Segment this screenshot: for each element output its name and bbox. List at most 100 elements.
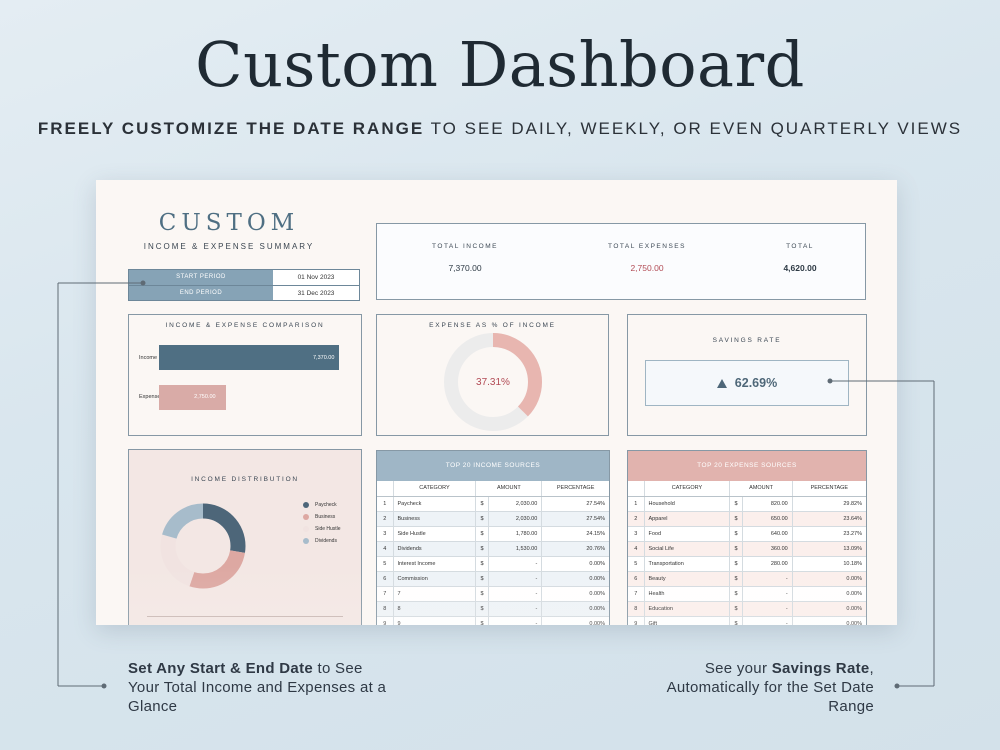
row-category: Beauty bbox=[643, 571, 730, 587]
start-period-label: START PERIOD bbox=[129, 270, 273, 285]
end-period-label: END PERIOD bbox=[129, 286, 273, 300]
start-period-row: START PERIOD 01 Nov 2023 bbox=[129, 270, 359, 285]
row-percentage: 0.00% bbox=[541, 586, 609, 602]
row-currency: $ bbox=[475, 556, 489, 572]
row-percentage: 27.54% bbox=[541, 496, 609, 512]
row-amount: - bbox=[487, 571, 542, 587]
expense-percent-chart: EXPENSE AS % OF INCOME 37.31% bbox=[376, 314, 609, 436]
row-percentage: 24.15% bbox=[541, 526, 609, 542]
expense-sources-table: TOP 20 EXPENSE SOURCES CATEGORY AMOUNT P… bbox=[627, 450, 867, 625]
row-category: Transportation bbox=[643, 556, 730, 572]
dashboard-title: CUSTOM bbox=[158, 210, 300, 236]
row-amount: - bbox=[741, 601, 793, 617]
row-category: Social Life bbox=[643, 541, 730, 557]
legend-label: Business bbox=[315, 514, 336, 520]
col-category: CATEGORY bbox=[392, 481, 476, 497]
legend-label: Dividends bbox=[315, 538, 337, 544]
callout-right-text: , Automatically for the Set Date Range bbox=[666, 660, 874, 715]
row-index: 1 bbox=[377, 496, 393, 512]
row-category: Health bbox=[643, 586, 730, 602]
col-index bbox=[628, 481, 644, 497]
expense-sources-title: TOP 20 EXPENSE SOURCES bbox=[628, 451, 866, 481]
row-percentage: 13.09% bbox=[791, 541, 866, 557]
row-currency: $ bbox=[729, 601, 743, 617]
right-connector-dot bbox=[894, 683, 900, 689]
table-row: 8 8 $ -0.00% bbox=[377, 601, 609, 617]
row-amount: 280.00 bbox=[741, 556, 793, 572]
col-percentage: PERCENTAGE bbox=[541, 481, 609, 497]
row-currency: $ bbox=[729, 571, 743, 587]
legend-item: Business bbox=[303, 514, 335, 520]
table-row: 4 Dividends $1,530.00 20.76% bbox=[377, 541, 609, 557]
total-net-value: 4,620.00 bbox=[783, 263, 817, 273]
col-index bbox=[377, 481, 393, 497]
col-percentage: PERCENTAGE bbox=[791, 481, 866, 497]
row-index: 3 bbox=[628, 526, 644, 542]
distribution-title: INCOME DISTRIBUTION bbox=[191, 476, 299, 483]
row-currency: $ bbox=[475, 541, 489, 557]
row-percentage: 10.18% bbox=[791, 556, 866, 572]
legend-label: Paycheck bbox=[315, 502, 337, 508]
row-amount: - bbox=[741, 586, 793, 602]
row-amount: 1,780.00 bbox=[487, 526, 542, 542]
table-row: 7 7 $ -0.00% bbox=[377, 586, 609, 602]
row-amount: 640.00 bbox=[741, 526, 793, 542]
total-income-label: TOTAL INCOME bbox=[432, 243, 498, 250]
expense-bar-value: 2,750.00 bbox=[194, 394, 216, 400]
row-currency: $ bbox=[729, 616, 743, 625]
table-row: 7 Health $ -0.00% bbox=[628, 586, 866, 602]
total-expenses-block: TOTAL EXPENSES 2,750.00 bbox=[567, 243, 727, 273]
row-currency: $ bbox=[475, 496, 489, 512]
donut-segment-business bbox=[160, 503, 246, 589]
row-percentage: 23.27% bbox=[791, 526, 866, 542]
row-index: 8 bbox=[628, 601, 644, 617]
row-currency: $ bbox=[729, 556, 743, 572]
row-percentage: 0.00% bbox=[541, 556, 609, 572]
row-category: Apparel bbox=[643, 511, 730, 527]
table-row: 9 Gift $ -0.00% bbox=[628, 616, 866, 625]
donut-segment-side-hustle bbox=[160, 503, 246, 589]
col-category: CATEGORY bbox=[643, 481, 730, 497]
row-percentage: 20.76% bbox=[541, 541, 609, 557]
row-index: 4 bbox=[377, 541, 393, 557]
start-period-input[interactable]: 01 Nov 2023 bbox=[273, 270, 359, 285]
row-index: 5 bbox=[377, 556, 393, 572]
row-currency: $ bbox=[475, 571, 489, 587]
date-range-callout: Set Any Start & End Date to See Your Tot… bbox=[128, 659, 388, 716]
row-category: Business bbox=[392, 511, 476, 527]
row-amount: - bbox=[741, 616, 793, 625]
left-connector-dot bbox=[101, 683, 107, 689]
expense-percent-title: EXPENSE AS % OF INCOME bbox=[429, 322, 556, 329]
row-percentage: 0.00% bbox=[791, 571, 866, 587]
divider bbox=[147, 616, 343, 617]
row-amount: 2,030.00 bbox=[487, 511, 542, 527]
row-index: 6 bbox=[628, 571, 644, 587]
income-sources-grid: CATEGORY AMOUNT PERCENTAGE 1 Paycheck $2,0… bbox=[377, 481, 609, 625]
col-amount: AMOUNT bbox=[475, 481, 542, 497]
savings-rate-title: SAVINGS RATE bbox=[712, 337, 782, 344]
subtitle-rest: TO SEE DAILY, WEEKLY, OR EVEN QUARTERLY … bbox=[424, 119, 963, 138]
table-row: 8 Education $ -0.00% bbox=[628, 601, 866, 617]
table-row: 9 9 $ -0.00% bbox=[377, 616, 609, 625]
row-index: 7 bbox=[628, 586, 644, 602]
row-category: Side Hustle bbox=[392, 526, 476, 542]
income-bar-label: Income bbox=[139, 355, 158, 361]
income-distribution-chart: INCOME DISTRIBUTION Paycheck Business Si… bbox=[128, 449, 362, 625]
table-row: 6 Commission $ -0.00% bbox=[377, 571, 609, 587]
row-amount: - bbox=[741, 571, 793, 587]
legend-item: Dividends bbox=[303, 538, 337, 544]
end-period-input[interactable]: 31 Dec 2023 bbox=[273, 286, 359, 300]
row-currency: $ bbox=[475, 601, 489, 617]
callout-left-bold: Set Any Start & End Date bbox=[128, 660, 314, 677]
donut-fill bbox=[444, 333, 542, 431]
table-row: 4 Social Life $360.00 13.09% bbox=[628, 541, 866, 557]
row-currency: $ bbox=[729, 541, 743, 557]
row-index: 5 bbox=[628, 556, 644, 572]
table-row: 3 Food $640.00 23.27% bbox=[628, 526, 866, 542]
dashboard-sheet: CUSTOM INCOME & EXPENSE SUMMARY START PE… bbox=[96, 180, 897, 625]
row-percentage: 23.64% bbox=[791, 511, 866, 527]
savings-rate-panel: SAVINGS RATE 62.69% bbox=[627, 314, 867, 436]
table-row: 5 Transportation $280.00 10.18% bbox=[628, 556, 866, 572]
legend-dot bbox=[303, 514, 309, 520]
total-income-value: 7,370.00 bbox=[448, 263, 482, 273]
